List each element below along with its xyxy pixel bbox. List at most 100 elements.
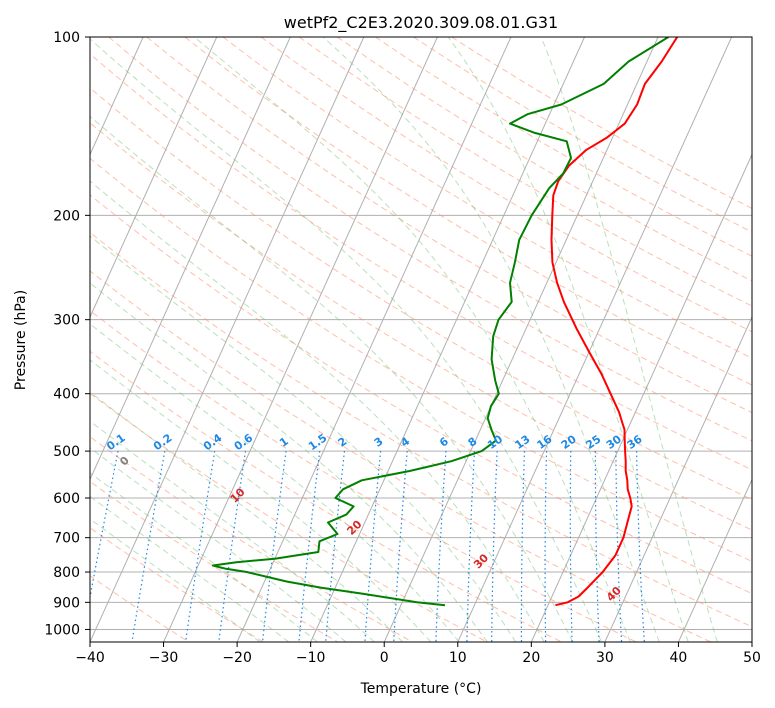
dry-adiabat-line <box>108 37 752 442</box>
y-tick-label: 100 <box>53 30 80 46</box>
dry-adiabat-line <box>90 87 752 501</box>
y-tick-label: 300 <box>53 313 80 329</box>
dry-adiabat-line <box>184 37 752 386</box>
axes: −40 −30 −20 −10 0 10 20 30 40 5010020030040050060… <box>44 30 761 666</box>
moist-adiabat-line <box>322 37 660 642</box>
mixing-ratio-label: 10 <box>485 432 505 452</box>
mixing-ratio-line <box>298 451 321 642</box>
mixing-ratio-line <box>615 451 623 642</box>
temperature-profile-line <box>550 37 679 607</box>
dry-adiabat-line <box>222 37 752 359</box>
x-tick-label: −10 <box>296 650 326 666</box>
dry-adiabat-line <box>451 37 752 209</box>
mixing-ratio-label: 25 <box>583 433 603 452</box>
dry-adiabat-label: 30 <box>471 551 491 571</box>
mixing-ratio-label: 2 <box>336 435 350 450</box>
moist-adiabat-line <box>90 420 375 642</box>
x-tick-label: 20 <box>522 650 540 666</box>
moist-adiabat-line <box>90 359 432 642</box>
mixing-ratio-line <box>520 451 526 642</box>
plot-grid <box>0 37 752 642</box>
dry-adiabat-line <box>90 480 339 642</box>
mixing-ratio-label: 0.2 <box>151 431 174 453</box>
dry-adiabat-line <box>90 194 752 595</box>
mixing-ratio-line <box>435 451 447 642</box>
dry-adiabat-line <box>146 37 752 414</box>
mixing-ratio-line <box>569 451 573 642</box>
mixing-ratio-label: 1.5 <box>306 431 329 453</box>
dry-adiabat-line <box>90 270 712 642</box>
mixing-ratio-label: 0.4 <box>201 431 225 453</box>
mixing-ratio-line <box>261 451 287 642</box>
mixing-ratio-label: 3 <box>372 435 386 450</box>
mixing-ratio-line <box>636 451 645 642</box>
plot-frame <box>89 36 753 643</box>
dry-adiabat-line <box>90 350 562 642</box>
moist-adiabat-line <box>90 115 574 642</box>
mixing-ratio-label: 4 <box>398 435 412 450</box>
mixing-ratio-line <box>544 451 548 642</box>
isotherm-line <box>383 37 659 642</box>
mixing-ratio-line <box>325 451 346 642</box>
isotherm-line <box>90 37 144 156</box>
y-tick-label: 500 <box>53 444 80 460</box>
isotherm-line <box>90 37 365 642</box>
mixing-ratio-line <box>491 451 498 642</box>
dry-adiabat-line <box>90 575 189 642</box>
mixing-ratio-label: 0.6 <box>232 431 256 453</box>
dewpoint-profile-line <box>211 37 669 607</box>
dry-adiabat-label: 20 <box>344 517 364 537</box>
y-tick-label: 200 <box>53 208 80 224</box>
moist-adiabat-line <box>90 518 261 642</box>
moist-adiabat-line <box>90 38 603 642</box>
dry-adiabat-line <box>90 436 413 642</box>
moist-adiabat-line <box>90 391 403 642</box>
x-tick-label: −40 <box>75 650 105 666</box>
isotherm-line <box>236 37 512 642</box>
isotherm-line <box>0 37 70 642</box>
mixing-ratio-label: 13 <box>512 433 532 452</box>
moist-adiabat-line <box>90 495 290 642</box>
mixing-ratio-line <box>364 451 382 642</box>
moist-adiabat-line <box>90 282 488 642</box>
x-tick-label: 40 <box>670 650 688 666</box>
isotherm-line <box>530 153 752 642</box>
moist-adiabat-line <box>90 235 517 642</box>
moist-adiabat-line <box>447 37 689 642</box>
dry-adiabat-line <box>90 157 752 562</box>
x-axis-title: Temperature (°C) <box>360 681 482 697</box>
dry-adiabat-label: 0 <box>117 454 132 469</box>
x-tick-label: 10 <box>449 650 467 666</box>
y-axis-title: Pressure (hPa) <box>13 290 29 390</box>
dry-adiabat-line <box>260 37 752 333</box>
dry-adiabat-line <box>90 122 752 531</box>
isotherm-line <box>90 37 218 319</box>
isotherm-line <box>604 315 752 642</box>
y-tick-label: 900 <box>53 595 80 611</box>
mixing-ratio-line <box>218 451 247 642</box>
mixing-ratio-line <box>185 451 216 642</box>
moist-adiabat-line <box>90 323 460 642</box>
isotherm-line <box>163 37 438 642</box>
isotherm-line <box>90 37 291 481</box>
x-tick-label: 30 <box>596 650 614 666</box>
y-tick-label: 700 <box>53 531 80 547</box>
isotherm-line <box>751 640 752 642</box>
moist-adiabat-line <box>90 472 318 642</box>
dry-adiabat-label: 10 <box>228 485 248 505</box>
x-tick-label: −20 <box>222 650 252 666</box>
isotherm-line <box>677 478 752 642</box>
y-tick-label: 800 <box>53 565 80 581</box>
chart-title: wetPf2_C2E3.2020.309.08.01.G31 <box>284 13 558 33</box>
isotherm-line <box>457 37 733 642</box>
moist-adiabat-line <box>193 37 631 642</box>
x-tick-label: −30 <box>149 650 179 666</box>
y-tick-label: 600 <box>53 491 80 507</box>
moist-adiabat-line <box>90 447 347 642</box>
y-tick-label: 1000 <box>44 622 80 638</box>
mixing-ratio-line <box>393 451 408 642</box>
mixing-ratio-label: 1 <box>277 435 291 450</box>
x-tick-label: 0 <box>380 650 389 666</box>
moist-adiabat-line <box>90 180 545 642</box>
